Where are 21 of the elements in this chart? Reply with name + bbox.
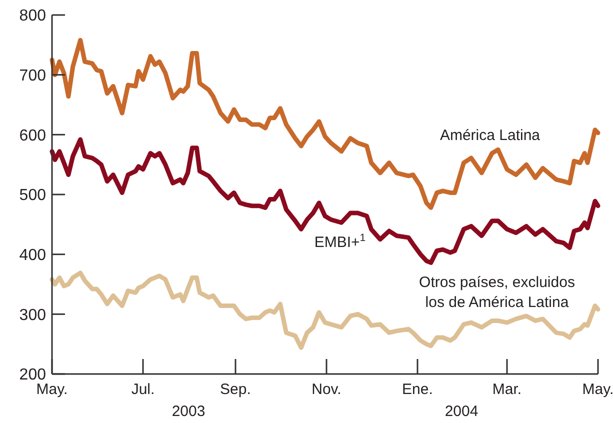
line-series [50, 38, 600, 210]
y-tick-label: 600 [19, 127, 46, 144]
text: 2004 [444, 403, 478, 420]
x-tick-label: May. [36, 381, 68, 398]
y-tick-label: 800 [19, 8, 46, 25]
y-tick-label: 700 [19, 67, 46, 84]
x-tick-label: May. [582, 381, 613, 398]
series-label: EMBI+$^{1}$ [314, 232, 366, 251]
x-tick-label: Jul. [131, 381, 155, 398]
text: 2003 [172, 403, 206, 420]
y-tick-label: 400 [19, 246, 46, 264]
x-tick-label: Mar. [492, 381, 522, 398]
x-tick-label: Sep. [220, 381, 251, 398]
y-tick-label: 200 [19, 366, 46, 384]
series-label: América Latina [440, 127, 541, 144]
y-tick-label: 300 [19, 306, 46, 324]
series-label: Otros países, excluidos los de América Latina [419, 274, 575, 311]
x-tick-label: Nov. [312, 381, 342, 398]
y-tick-label: 500 [19, 187, 46, 204]
line-series [50, 270, 600, 350]
x-tick-label: Ene. [402, 381, 433, 398]
